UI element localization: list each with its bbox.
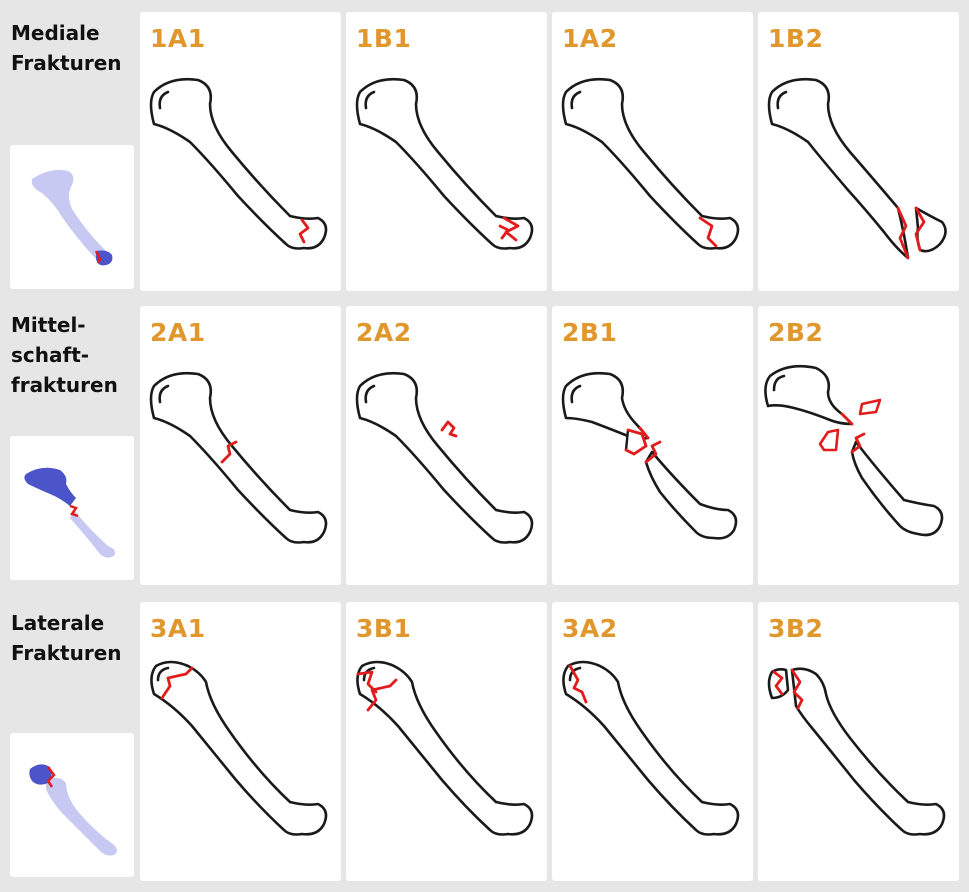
panel-3A2: 3A2 [552, 602, 753, 881]
clavicle-fracture-icon [561, 371, 738, 540]
panel-1A1: 1A1 [140, 12, 341, 291]
row-label-shaft: Mittel- schaft- frakturen [11, 313, 118, 397]
classification-code: 1B2 [768, 24, 824, 53]
clavicle-fracture-icon [149, 77, 328, 250]
classification-code: 3A1 [150, 614, 206, 643]
classification-code: 2B2 [768, 318, 824, 347]
panel-3B2: 3B2 [758, 602, 959, 881]
classification-code: 3B2 [768, 614, 824, 643]
classification-code: 1A1 [150, 24, 206, 53]
panel-2A2: 2A2 [346, 306, 547, 585]
clavicle-thumbnail-medial-icon [31, 170, 113, 266]
classification-code: 2B1 [562, 318, 618, 347]
row-label-medial: Mediale Frakturen [11, 21, 122, 75]
clavicle-fracture-icon [561, 77, 740, 250]
classification-code: 1B1 [356, 24, 412, 53]
panel-1B2: 1B2 [758, 12, 959, 291]
clavicle-fracture-icon [150, 660, 328, 836]
clavicle-thumbnail-shaft-icon [24, 467, 116, 558]
panel-3A1: 3A1 [140, 602, 341, 881]
panel-3B1: 3B1 [346, 602, 547, 881]
classification-code: 2A2 [356, 318, 412, 347]
thumbnail-lateral [10, 733, 134, 877]
classification-code: 3A2 [562, 614, 618, 643]
clavicle-fracture-icon [767, 77, 947, 260]
clavicle-fracture-icon [764, 364, 944, 537]
classification-code: 3B1 [356, 614, 412, 643]
panel-2B1: 2B1 [552, 306, 753, 585]
clavicle-fracture-icon [356, 660, 534, 836]
panel-1A2: 1A2 [552, 12, 753, 291]
clavicle-fracture-icon [355, 77, 534, 250]
panel-2A1: 2A1 [140, 306, 341, 585]
row-label-lateral: Laterale Frakturen [11, 611, 122, 665]
panel-1B1: 1B1 [346, 12, 547, 291]
clavicle-fracture-icon [767, 667, 946, 836]
clavicle-fracture-icon [355, 371, 534, 544]
classification-code: 2A1 [150, 318, 206, 347]
thumbnail-medial [10, 145, 134, 289]
thumbnail-shaft [10, 436, 134, 580]
clavicle-fracture-icon [149, 371, 328, 544]
clavicle-thumbnail-lateral-icon [29, 764, 117, 856]
panel-2B2: 2B2 [758, 306, 959, 585]
classification-code: 1A2 [562, 24, 618, 53]
clavicle-fracture-icon [562, 660, 740, 836]
